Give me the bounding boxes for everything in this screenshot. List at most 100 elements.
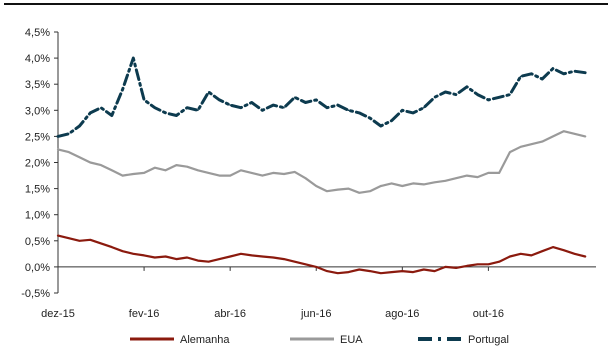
series-line-portugal [56,56,587,138]
data-point [498,172,500,174]
x-tick-label: abr-16 [214,308,246,320]
data-point [519,146,522,148]
data-point [573,253,576,255]
data-point [121,250,124,253]
data-point [293,96,296,99]
data-point [541,250,543,253]
legend-label: EUA [340,334,363,346]
y-tick-label: -0,5% [21,288,50,300]
axes: -0,5% 0,0% 0,5% 1,0% 1,5% 2,0% 2,5% 3,0% 3,5% 4,0… [21,27,596,320]
data-point [455,267,457,269]
y-tick-label: 3,0% [25,105,50,117]
data-point [390,119,393,122]
data-point [261,174,264,177]
data-point [293,171,296,173]
data-point [369,190,371,193]
series-line-alemanha [56,234,587,275]
data-point [154,166,156,169]
data-point [89,112,92,114]
x-tick-label: ago-16 [385,308,419,320]
data-point [132,253,135,255]
y-tick-label: 1,0% [25,210,50,222]
data-point [326,270,328,272]
data-point [207,260,210,263]
x-tick-label: jun-16 [300,308,332,320]
data-point [562,130,565,132]
data-point [121,88,124,91]
data-point [89,161,92,164]
data-point [390,271,393,273]
data-point [509,151,511,153]
data-point [390,182,393,185]
data-point [552,246,554,248]
y-tick-label: 3,5% [25,79,50,91]
data-point [57,148,59,151]
data-point [100,242,102,245]
data-point [272,104,275,106]
data-point [476,176,479,178]
x-tick-label: dez-15 [41,308,75,320]
data-point [541,78,543,80]
data-point [498,96,500,99]
y-tick-label: 2,0% [25,158,50,170]
data-point [562,249,565,251]
data-point [111,169,113,172]
data-point [444,266,447,268]
data-point [67,132,70,135]
data-point [111,114,113,117]
data-point [67,237,70,239]
x-tick-label: fev-16 [129,308,160,320]
data-point [412,271,414,273]
data-point [78,125,81,127]
data-point [78,240,81,242]
data-point [444,179,447,182]
data-point [283,106,285,109]
data-point [412,112,414,114]
data-point [530,72,533,75]
data-point [401,185,404,187]
data-point [347,271,350,273]
data-point [519,75,522,78]
data-point [433,96,436,99]
data-point [78,156,81,159]
data-point [175,258,178,260]
data-point [466,86,468,88]
data-point [143,172,145,174]
legend-label: Alemanha [180,334,230,346]
data-point [197,169,199,172]
data-point [433,270,436,272]
y-tick-label: 2,5% [25,131,50,143]
data-point [197,259,199,262]
data-point [250,254,253,257]
data-point [573,132,576,135]
data-point [466,265,468,267]
data-point [487,99,490,101]
data-point [304,101,307,104]
data-point [218,258,221,260]
data-point [57,234,59,237]
data-point [584,135,587,138]
data-point [358,268,361,271]
data-point [283,258,285,260]
data-point [509,93,511,96]
data-point [509,255,511,258]
data-point [229,174,231,177]
data-point [584,71,587,74]
data-point [369,270,371,272]
data-point [186,106,188,109]
data-point [100,106,102,109]
data-point [476,93,479,96]
data-point [455,93,457,96]
data-point [283,173,285,175]
data-point [326,190,328,193]
data-point [358,191,361,194]
data-point [154,106,156,109]
data-point [315,99,318,101]
x-tick-label: out-16 [473,308,504,320]
y-tick-label: 4,0% [25,53,50,65]
data-point [380,272,382,274]
data-point [487,263,490,266]
data-point [369,117,371,119]
